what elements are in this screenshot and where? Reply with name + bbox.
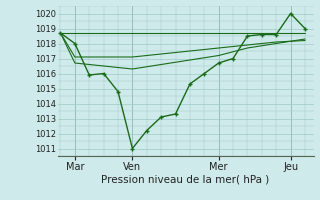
X-axis label: Pression niveau de la mer( hPa ): Pression niveau de la mer( hPa )	[101, 174, 270, 184]
